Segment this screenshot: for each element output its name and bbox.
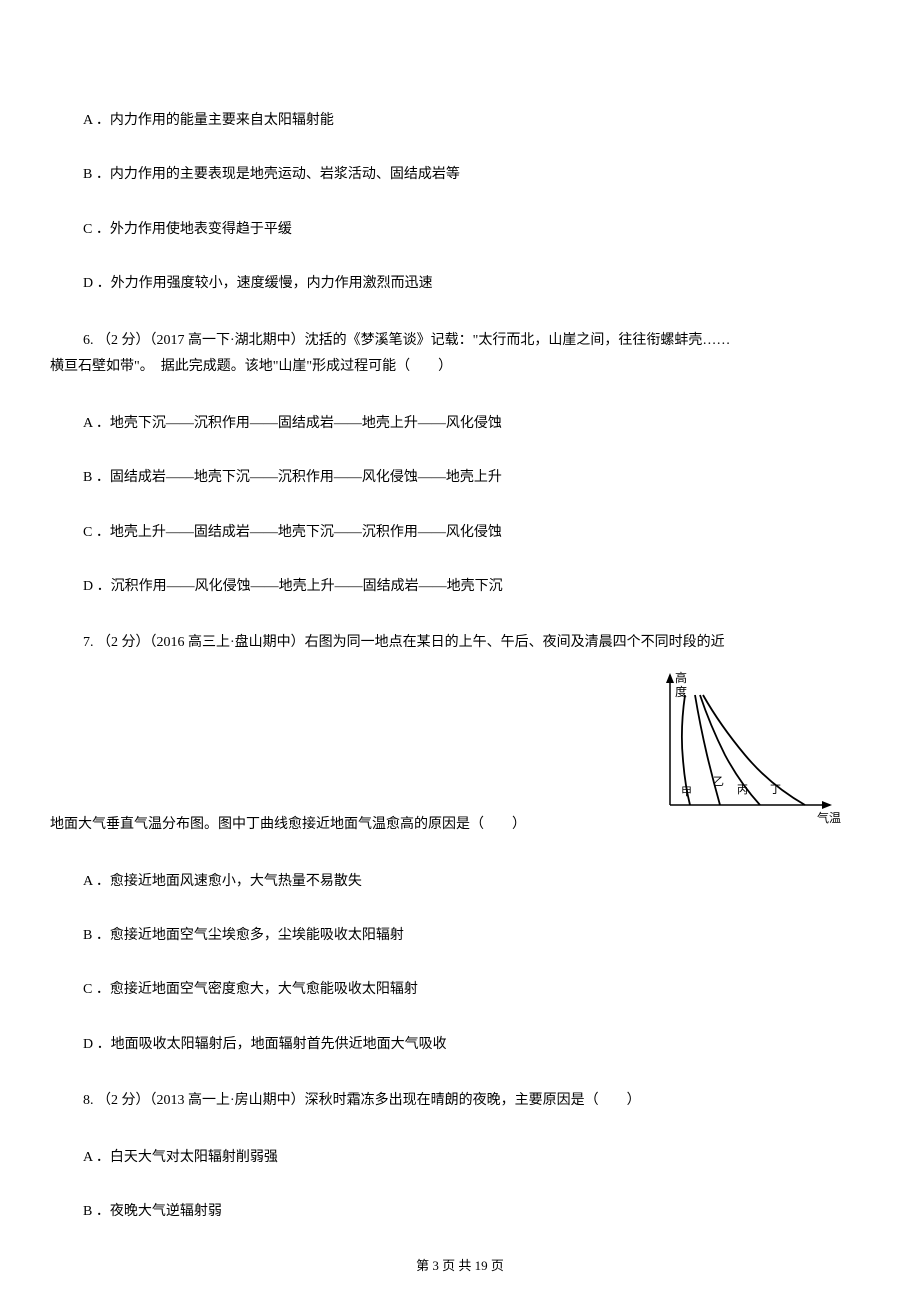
label-ding: 丁 (770, 784, 781, 796)
q7-option-d: D ．地面吸收太阳辐射后，地面辐射首先供近地面大气吸收 (50, 1034, 870, 1056)
page-footer: 第 3 页 共 19 页 (0, 1255, 920, 1274)
q8-option-b: B ．夜晚大气逆辐射弱 (50, 1201, 870, 1223)
question-6: 6. （2 分）（2017 高一下·湖北期中）沈括的《梦溪笔谈》记载："太行而北… (50, 328, 870, 381)
label-jia: 甲 (681, 786, 692, 798)
question-7: 7. （2 分）（2016 高三上·盘山期中）右图为同一地点在某日的上午、午后、… (50, 630, 870, 838)
label-yi: 乙 (713, 775, 724, 788)
q6-option-c: C ．地壳上升——固结成岩——地壳下沉——沉积作用——风化侵蚀 (50, 522, 870, 544)
y-axis-arrow (666, 673, 674, 683)
x-axis-arrow (822, 801, 832, 809)
q6-line2: 横亘石壁如带"。 据此完成题。该地"山崖"形成过程可能（ ） (50, 354, 870, 381)
q7-chart: 高 度 气温 甲 乙 丙 丁 (645, 670, 845, 825)
curve-bing (700, 695, 760, 805)
q7-option-b: B ．愈接近地面空气尘埃愈多，尘埃能吸收太阳辐射 (50, 925, 870, 947)
curve-ding (703, 695, 805, 805)
chart-xlabel: 气温 (817, 810, 841, 825)
q5-option-a: A ．内力作用的能量主要来自太阳辐射能 (50, 110, 870, 132)
q6-option-b: B ．固结成岩——地壳下沉——沉积作用——风化侵蚀——地壳上升 (50, 467, 870, 489)
q5-option-d: D ．外力作用强度较小，速度缓慢，内力作用激烈而迅速 (50, 273, 870, 295)
q7-option-a: A ．愈接近地面风速愈小，大气热量不易散失 (50, 871, 870, 893)
q8-option-a: A ．白天大气对太阳辐射削弱强 (50, 1147, 870, 1169)
q6-option-a: A ．地壳下沉——沉积作用——固结成岩——地壳上升——风化侵蚀 (50, 413, 870, 435)
label-bing: 丙 (737, 784, 748, 796)
chart-ylabel-1: 高 (675, 670, 687, 685)
q5-option-c: C ．外力作用使地表变得趋于平缓 (50, 219, 870, 241)
q6-line1: 6. （2 分）（2017 高一下·湖北期中）沈括的《梦溪笔谈》记载："太行而北… (83, 328, 870, 355)
q7-text1: 7. （2 分）（2016 高三上·盘山期中）右图为同一地点在某日的上午、午后、… (50, 630, 870, 657)
q5-option-b: B ．内力作用的主要表现是地壳运动、岩浆活动、固结成岩等 (50, 164, 870, 186)
q6-option-d: D ．沉积作用——风化侵蚀——地壳上升——固结成岩——地壳下沉 (50, 576, 870, 598)
curve-yi (695, 695, 720, 805)
q7-option-c: C ．愈接近地面空气密度愈大，大气愈能吸收太阳辐射 (50, 979, 870, 1001)
question-8: 8. （2 分）（2013 高一上·房山期中）深秋时霜冻多出现在晴朗的夜晚，主要… (50, 1088, 870, 1115)
